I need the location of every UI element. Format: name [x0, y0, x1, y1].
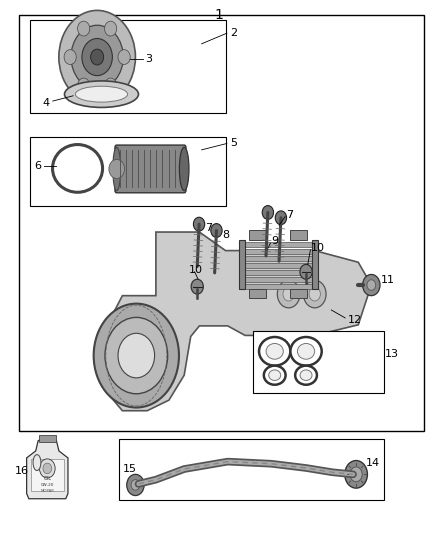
Text: 11: 11 — [381, 274, 395, 285]
Circle shape — [131, 480, 140, 490]
Text: 8: 8 — [223, 230, 230, 240]
Bar — [249, 289, 266, 298]
Polygon shape — [30, 136, 226, 206]
Ellipse shape — [180, 147, 189, 191]
Bar — [290, 289, 307, 298]
Ellipse shape — [300, 370, 312, 381]
Circle shape — [64, 50, 76, 64]
Circle shape — [309, 287, 321, 301]
Text: OIL: OIL — [43, 477, 51, 481]
Bar — [31, 459, 64, 491]
Text: 7: 7 — [205, 223, 212, 233]
Ellipse shape — [113, 147, 120, 191]
Circle shape — [43, 463, 52, 474]
Bar — [244, 277, 312, 282]
Circle shape — [283, 287, 294, 301]
Bar — [290, 230, 307, 240]
Ellipse shape — [295, 366, 317, 385]
Polygon shape — [30, 20, 226, 113]
Ellipse shape — [259, 337, 290, 366]
Text: 3: 3 — [145, 54, 152, 63]
Polygon shape — [119, 439, 384, 500]
Text: 12: 12 — [347, 314, 361, 325]
Circle shape — [59, 11, 135, 104]
Circle shape — [105, 317, 168, 394]
Ellipse shape — [290, 337, 322, 366]
Circle shape — [350, 467, 362, 482]
Circle shape — [275, 211, 286, 225]
Circle shape — [127, 474, 144, 496]
Text: 0W-20: 0W-20 — [41, 483, 54, 487]
Polygon shape — [19, 14, 424, 431]
Circle shape — [367, 280, 376, 290]
Polygon shape — [253, 331, 384, 393]
Circle shape — [109, 159, 124, 179]
Polygon shape — [106, 232, 371, 411]
Circle shape — [277, 280, 300, 308]
Circle shape — [105, 78, 117, 93]
Bar — [39, 435, 56, 441]
Text: 14: 14 — [366, 458, 380, 467]
Circle shape — [91, 49, 104, 65]
Ellipse shape — [297, 343, 314, 359]
Ellipse shape — [53, 144, 102, 192]
Ellipse shape — [269, 370, 281, 381]
Bar — [312, 240, 318, 289]
Circle shape — [304, 280, 326, 308]
FancyBboxPatch shape — [115, 145, 186, 193]
Circle shape — [71, 25, 123, 89]
Bar — [244, 270, 312, 275]
Bar — [244, 256, 312, 261]
Ellipse shape — [33, 455, 41, 471]
Bar — [244, 249, 312, 254]
Circle shape — [345, 461, 367, 488]
Text: 5: 5 — [230, 139, 237, 149]
Circle shape — [78, 78, 90, 93]
Circle shape — [105, 21, 117, 36]
Circle shape — [94, 304, 179, 408]
Circle shape — [211, 224, 222, 237]
Bar — [244, 284, 312, 289]
Circle shape — [191, 279, 203, 294]
Polygon shape — [27, 440, 68, 499]
Circle shape — [82, 38, 113, 76]
Text: 9: 9 — [271, 236, 279, 246]
Text: 15: 15 — [122, 464, 136, 474]
Text: 6: 6 — [34, 161, 41, 171]
Circle shape — [78, 21, 90, 36]
Ellipse shape — [266, 343, 283, 359]
Text: 7: 7 — [286, 209, 293, 220]
Circle shape — [300, 264, 312, 279]
Circle shape — [194, 217, 205, 231]
Text: MOPAR: MOPAR — [40, 489, 54, 492]
Bar — [244, 263, 312, 268]
Text: 13: 13 — [385, 349, 399, 359]
Text: 4: 4 — [43, 98, 50, 108]
Circle shape — [363, 274, 380, 296]
Ellipse shape — [264, 366, 286, 385]
Circle shape — [118, 50, 130, 64]
Ellipse shape — [60, 153, 95, 184]
Bar — [249, 230, 266, 240]
Circle shape — [39, 459, 55, 478]
Text: 1: 1 — [215, 8, 223, 22]
Bar — [244, 243, 312, 247]
Text: 10: 10 — [188, 265, 202, 275]
Circle shape — [262, 206, 273, 220]
Text: 10: 10 — [311, 243, 325, 253]
Bar — [239, 240, 245, 289]
Ellipse shape — [64, 81, 138, 108]
Text: 16: 16 — [15, 466, 29, 475]
Text: 2: 2 — [230, 28, 237, 38]
Ellipse shape — [75, 86, 127, 102]
Circle shape — [118, 333, 155, 378]
